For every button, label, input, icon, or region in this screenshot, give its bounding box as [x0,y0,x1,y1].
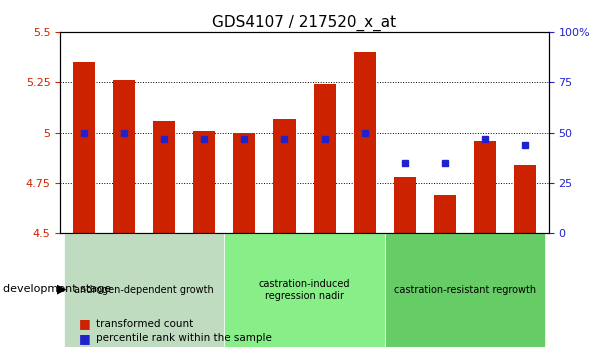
FancyBboxPatch shape [106,234,142,334]
FancyBboxPatch shape [427,234,463,334]
Bar [153,121,175,234]
FancyBboxPatch shape [467,234,503,334]
FancyBboxPatch shape [147,234,183,334]
Text: ■: ■ [78,332,90,344]
Text: percentile rank within the sample: percentile rank within the sample [96,333,273,343]
Text: androgen-dependent growth: androgen-dependent growth [75,285,214,295]
FancyBboxPatch shape [66,234,103,334]
Title: GDS4107 / 217520_x_at: GDS4107 / 217520_x_at [212,14,397,30]
FancyBboxPatch shape [65,234,224,347]
FancyBboxPatch shape [224,234,385,347]
FancyBboxPatch shape [507,234,543,334]
Bar [233,133,256,234]
FancyBboxPatch shape [387,234,423,334]
Bar [434,195,456,234]
Bar [113,80,135,234]
FancyBboxPatch shape [306,234,343,334]
FancyBboxPatch shape [385,234,545,347]
Bar [274,119,295,234]
Text: development stage: development stage [3,284,111,293]
Bar [514,165,535,234]
Text: ■: ■ [78,318,90,330]
Bar [394,177,415,234]
Text: castration-resistant regrowth: castration-resistant regrowth [394,285,535,295]
Text: transformed count: transformed count [96,319,194,329]
FancyBboxPatch shape [267,234,303,334]
Text: castration-induced
regression nadir: castration-induced regression nadir [259,279,350,301]
Bar [353,52,376,234]
FancyBboxPatch shape [227,234,262,334]
Bar [474,141,496,234]
FancyBboxPatch shape [186,234,223,334]
Bar [74,62,95,234]
Text: ▶: ▶ [57,282,67,295]
Bar [314,84,335,234]
Bar [194,131,215,234]
FancyBboxPatch shape [347,234,382,334]
